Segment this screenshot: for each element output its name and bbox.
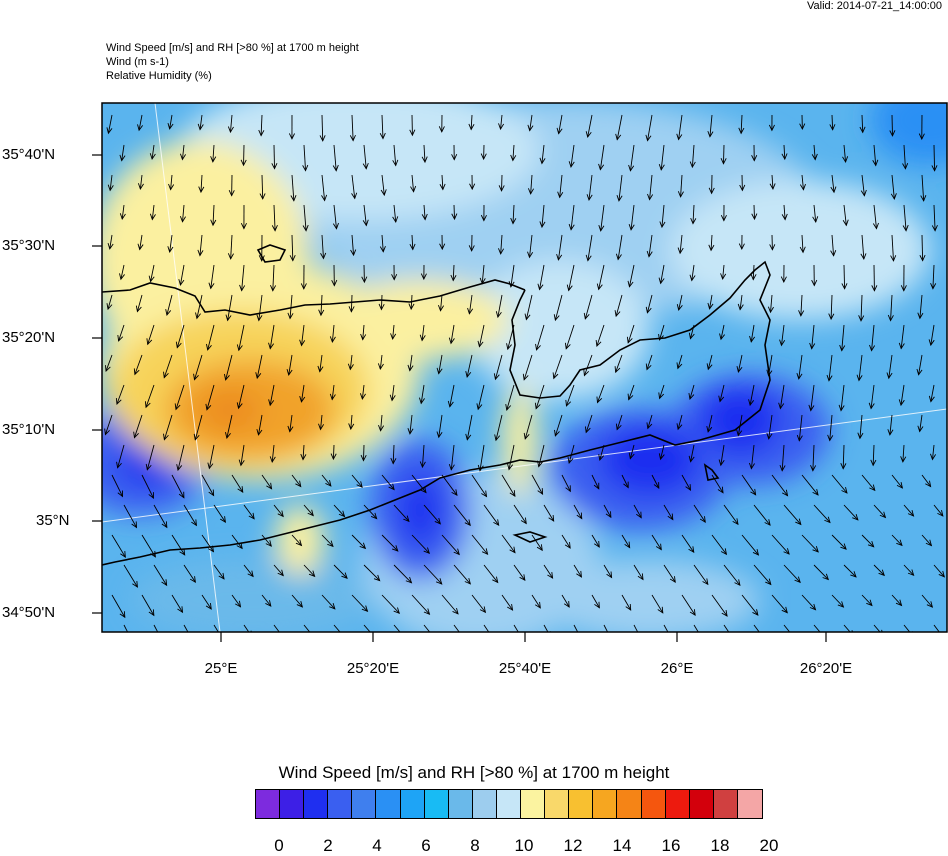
- wind-arrow-head: [130, 640, 135, 646]
- wind-arrow-head: [405, 639, 410, 645]
- lat-label-35-10: 35°10'N: [2, 421, 55, 438]
- wind-arrow-head: [517, 632, 522, 638]
- wind-arrow: [381, 295, 382, 309]
- colorbar-cell: [473, 790, 497, 818]
- wind-arrow-head: [187, 634, 192, 640]
- lat-label-35-40: 35°40'N: [2, 146, 55, 163]
- colorbar-cell: [593, 790, 617, 818]
- lon-label-26e: 26°E: [661, 660, 694, 677]
- wind-arrow-head: [489, 635, 494, 641]
- colorbar-cell: [714, 790, 738, 818]
- wind-arrow-head: [159, 637, 164, 643]
- colorbar-cell: [545, 790, 569, 818]
- colorbar-tick-label: 16: [662, 836, 681, 856]
- wind-arrow-head: [763, 638, 768, 644]
- colorbar-cell: [280, 790, 304, 818]
- wind-arrow-head: [462, 637, 467, 643]
- lat-label-35: 35°N: [36, 512, 70, 529]
- wind-arrow-head: [310, 634, 315, 640]
- wind-arrow: [274, 145, 275, 169]
- colorbar-cell: [569, 790, 593, 818]
- colorbar-title: Wind Speed [m/s] and RH [>80 %] at 1700 …: [0, 763, 948, 783]
- colorbar: [255, 789, 763, 819]
- wind-arrow: [351, 295, 352, 312]
- wind-arrow-head: [791, 635, 796, 641]
- wind-arrow-head: [607, 634, 612, 640]
- lat-label-35-20: 35°20'N: [2, 329, 55, 346]
- colorbar-tick-label: 20: [760, 836, 779, 856]
- colorbar-tick-label: 4: [372, 836, 381, 856]
- colorbar-tick-label: 14: [613, 836, 632, 856]
- wind-arrow-head: [940, 634, 945, 640]
- wind-arrow: [922, 235, 923, 261]
- colorbar-cell: [401, 790, 425, 818]
- colorbar-tick-label: 18: [711, 836, 730, 856]
- wind-arrow-head: [702, 641, 707, 647]
- colorbar-tick-label: 8: [470, 836, 479, 856]
- colorbar-cell: [449, 790, 473, 818]
- wind-arrow: [333, 445, 334, 459]
- lon-label-25-20e: 25°20'E: [347, 660, 399, 677]
- colorbar-cell: [352, 790, 376, 818]
- colorbar-cell: [690, 790, 714, 818]
- lon-label-25e: 25°E: [205, 660, 238, 677]
- colorbar-cell: [256, 790, 280, 818]
- wind-arrow: [723, 145, 724, 164]
- wind-arrow-head: [343, 636, 348, 642]
- lon-label-25-40e: 25°40'E: [499, 660, 551, 677]
- colorbar-cell: [617, 790, 641, 818]
- colorbar-cell: [666, 790, 690, 818]
- wind-arrow: [832, 115, 833, 130]
- wind-arrow-head: [375, 638, 381, 644]
- colorbar-tick-label: 0: [274, 836, 283, 856]
- colorbar-tick-label: 10: [515, 836, 534, 856]
- wind-arrow-head: [434, 639, 439, 645]
- colorbar-tick-label: 2: [323, 836, 332, 856]
- wind-arrow-head: [671, 640, 676, 646]
- wind-arrow-head: [639, 637, 644, 643]
- colorbar-cell: [497, 790, 521, 818]
- wind-arrow: [754, 205, 755, 219]
- wind-arrow: [844, 265, 845, 289]
- colorbar-cell: [521, 790, 545, 818]
- colorbar-cell: [304, 790, 328, 818]
- wind-arrow-head: [819, 632, 824, 638]
- wind-arrow-head: [576, 632, 581, 638]
- colorbar-tick-label: 12: [564, 836, 583, 856]
- lon-label-26-20e: 26°20'E: [800, 660, 852, 677]
- colorbar-cell: [642, 790, 666, 818]
- colorbar-tick-label: 6: [421, 836, 430, 856]
- lat-label-35-30: 35°30'N: [2, 237, 55, 254]
- colorbar-cell: [328, 790, 352, 818]
- colorbar-cell: [425, 790, 449, 818]
- wind-arrow: [363, 445, 364, 461]
- wind-arrow: [934, 145, 935, 171]
- lat-label-34-50: 34°50'N: [2, 604, 55, 621]
- colorbar-cell: [376, 790, 400, 818]
- wind-arrow: [454, 205, 455, 219]
- wind-arrow-head: [733, 640, 738, 646]
- colorbar-cell: [738, 790, 762, 818]
